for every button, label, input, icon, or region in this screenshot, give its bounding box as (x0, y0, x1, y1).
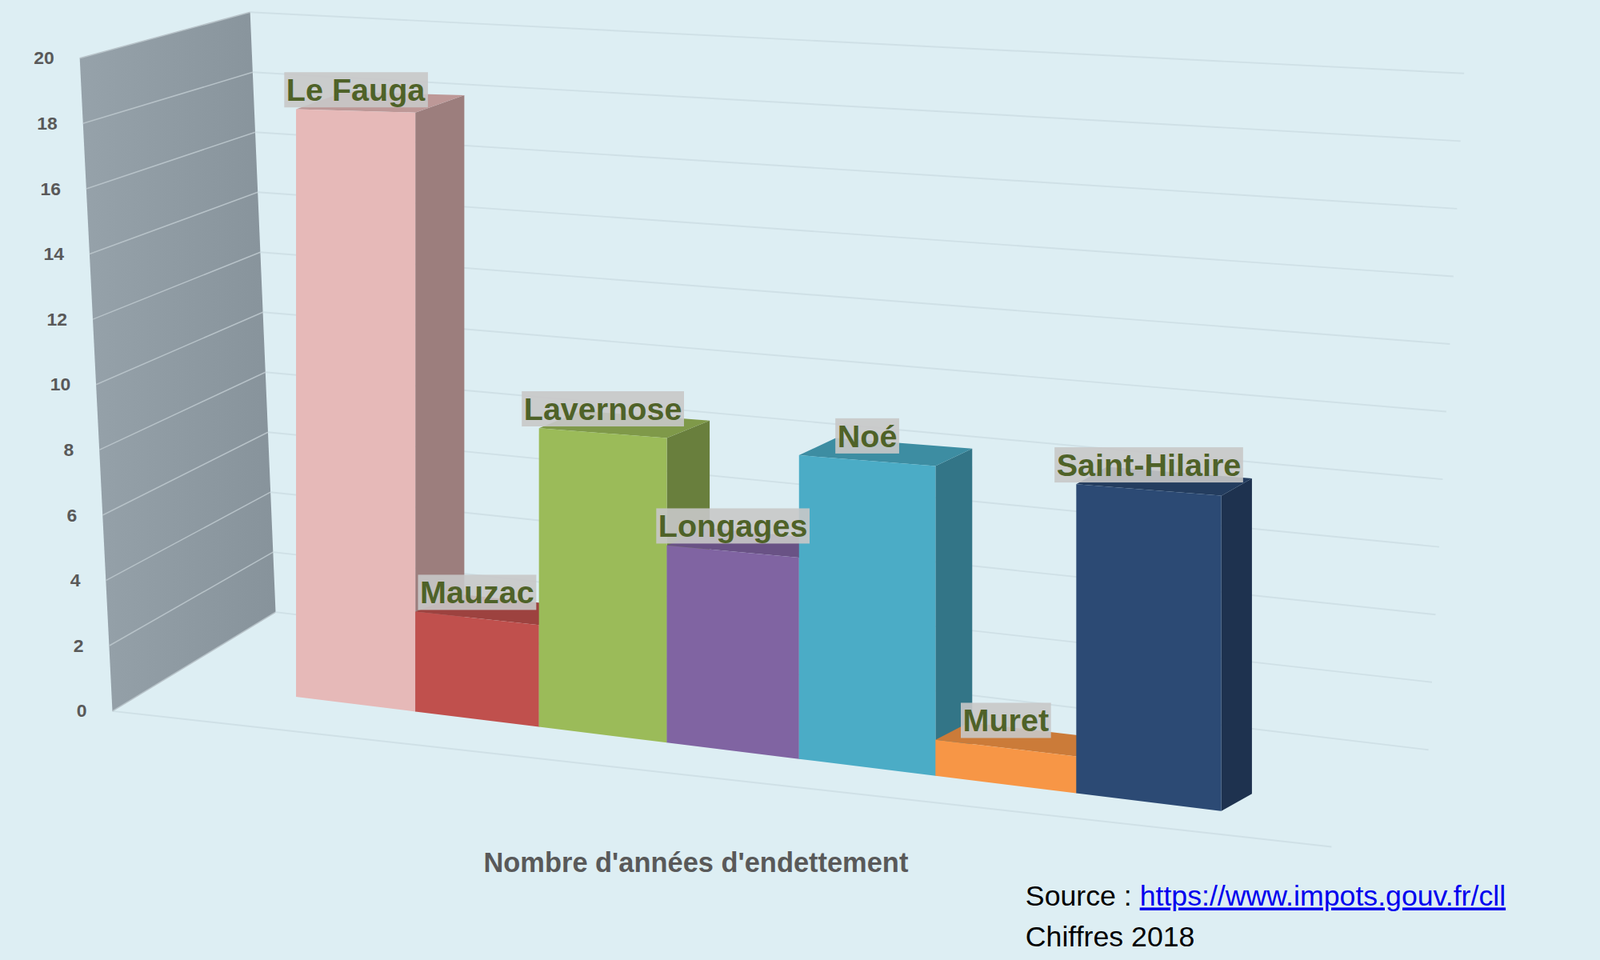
wall-grid-line (112, 612, 276, 712)
bars (296, 92, 1252, 812)
bar (667, 545, 800, 760)
wall-grid-line (86, 132, 256, 189)
bar-labels: Le Fauga Mauzac Lavernose Longages Noé Muret S… (284, 72, 1244, 738)
source-prefix: Source : (1025, 880, 1140, 912)
source-note: Source : https://www.impots.gouv.fr/cll (1025, 880, 1506, 912)
label-background (960, 702, 1052, 738)
wall-grid-line (99, 372, 266, 450)
tick-label: 2 (73, 635, 84, 656)
bar (935, 740, 1076, 794)
tick-label: 8 (64, 439, 75, 460)
wall-grid-line (80, 12, 251, 58)
tick-label: 4 (70, 569, 81, 591)
bar-side (1221, 478, 1252, 812)
tick-label: 16 (40, 178, 61, 200)
back-wall (80, 12, 276, 712)
bar (799, 455, 936, 776)
source-link[interactable]: https://www.impots.gouv.fr/cll (1140, 880, 1506, 912)
category-label: Lavernose (524, 391, 683, 427)
category-label: Saint-Hilaire (1056, 447, 1242, 483)
year-note: Chiffres 2018 (1025, 920, 1196, 953)
label-background (1054, 447, 1244, 483)
tick-label: 12 (47, 308, 68, 330)
category-label: Le Fauga (286, 72, 426, 108)
label-background (417, 574, 536, 610)
tick-label: 20 (33, 47, 55, 68)
category-label: Mauzac (420, 574, 535, 610)
wall-grid-line (92, 252, 260, 320)
tick-label: 0 (76, 700, 88, 721)
background (0, 0, 1600, 960)
label-background (521, 391, 684, 427)
label-background (284, 72, 428, 108)
wall-grid-line (89, 192, 258, 254)
wall-grid-line (102, 432, 268, 516)
label-background (835, 418, 900, 454)
wall-grid-line (96, 312, 264, 385)
grid-line (250, 12, 1465, 74)
wall-grid-line (83, 72, 253, 124)
bar (1076, 484, 1221, 812)
category-label: Muret (963, 702, 1050, 738)
category-label: Longages (658, 508, 808, 544)
bar (296, 108, 416, 712)
tick-label: 10 (50, 373, 72, 395)
category-label: Noé (837, 418, 898, 454)
bar (415, 612, 539, 728)
chart-svg: 0 2 4 6 8 10 12 14 16 18 20 Le Fauga Mauzac Lavernose… (0, 0, 1600, 960)
bar (539, 428, 668, 743)
tick-label: 18 (36, 112, 58, 134)
label-background (656, 508, 810, 544)
tick-label: 6 (67, 504, 78, 526)
wall-grid-line (105, 492, 271, 580)
tick-label: 14 (44, 243, 65, 264)
chart-root: 0 2 4 6 8 10 12 14 16 18 20 Le Fauga Mauzac Lavernose… (0, 0, 1600, 960)
x-axis-label: Nombre d'années d'endettement (483, 847, 908, 878)
